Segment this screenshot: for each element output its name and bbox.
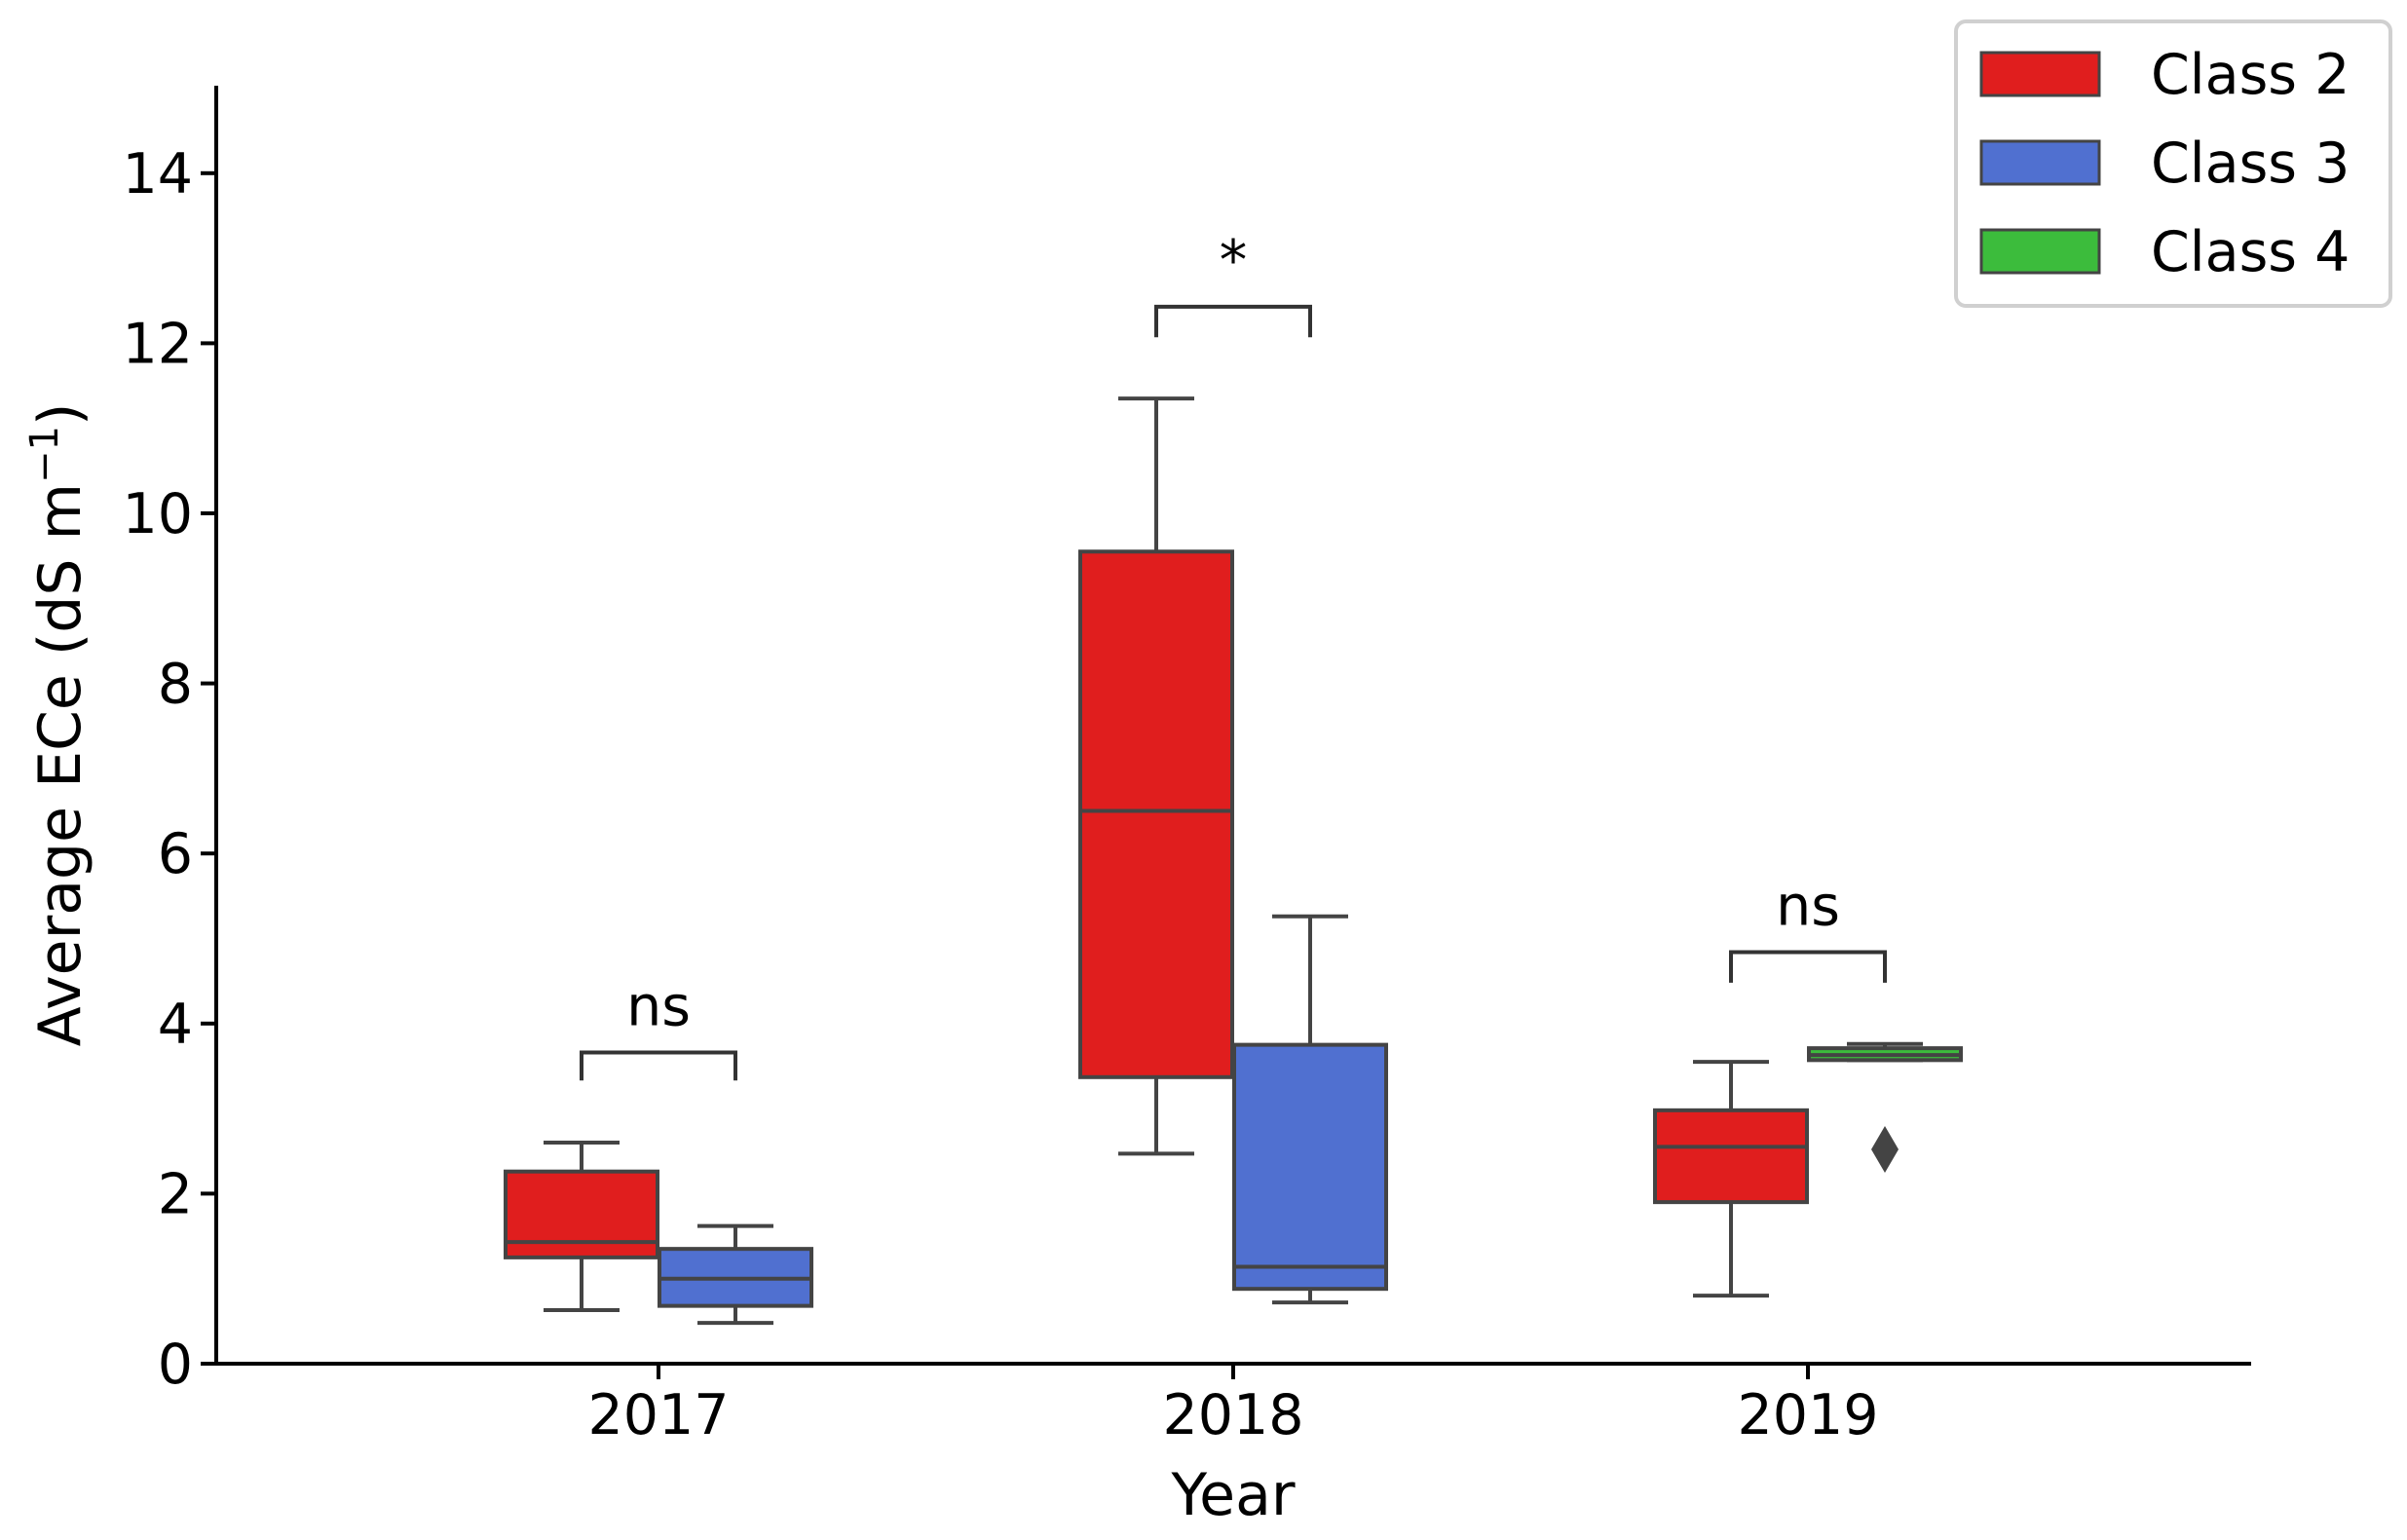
significance-bracket: [1154, 304, 1312, 338]
x-axis-ticks: 2017 2018 2019: [587, 1364, 1879, 1447]
legend-swatch: [1979, 139, 2101, 186]
x-tick-label: 2018: [1162, 1383, 1303, 1447]
significance-annotation: ns: [1729, 874, 1887, 983]
y-tick-label: 4: [158, 993, 193, 1057]
significance-annotation: *: [1154, 229, 1312, 338]
box-body: [504, 1169, 659, 1259]
outlier-marker: [1871, 1126, 1899, 1174]
legend-label: Class 2: [2151, 43, 2350, 107]
significance-label: ns: [1776, 874, 1840, 938]
legend-item: Class 2: [1979, 43, 2350, 107]
y-axis-ticks: 0 2 4 6 8 10 12 14: [122, 142, 216, 1397]
x-tick-label: 2019: [1737, 1383, 1878, 1447]
legend-item: Class 3: [1979, 131, 2350, 196]
y-axis-title-close: ): [26, 403, 94, 426]
y-tick-label: 8: [158, 653, 193, 717]
legend-item: Class 4: [1979, 220, 2350, 284]
y-tick-label: 12: [122, 312, 193, 376]
legend: Class 2 Class 3 Class 4: [1954, 19, 2392, 308]
box-class-3-2017: [658, 1223, 813, 1326]
significance-annotation: ns: [580, 974, 737, 1081]
x-axis-title: Year: [1170, 1461, 1295, 1529]
box-class-3-2018: [1232, 914, 1388, 1305]
y-tick-label: 14: [122, 142, 193, 207]
box-body: [1078, 549, 1234, 1079]
legend-swatch: [1979, 51, 2101, 97]
significance-bracket: [580, 1050, 737, 1081]
box-class-2-2017: [504, 1141, 659, 1313]
y-tick-label: 10: [122, 482, 193, 546]
x-tick-label: 2017: [587, 1383, 729, 1447]
significance-label: *: [1220, 229, 1248, 293]
legend-label: Class 3: [2151, 131, 2350, 196]
box-class-2-2018: [1078, 396, 1234, 1156]
y-axis-title: Average ECe (dS m−1): [22, 403, 94, 1047]
plot-area: ns * ns: [504, 229, 1963, 1326]
legend-label: Class 4: [2151, 220, 2350, 284]
box-class-2-2019: [1653, 1060, 1809, 1298]
significance-label: ns: [626, 974, 691, 1038]
box-body: [1653, 1108, 1809, 1205]
y-axis-title-superscript: −1: [22, 426, 67, 483]
y-tick-label: 6: [158, 822, 193, 886]
box-body: [1232, 1042, 1388, 1292]
y-axis-title-main: Average ECe (dS m: [26, 483, 94, 1046]
y-tick-label: 2: [158, 1162, 193, 1226]
box-class-4-2019: [1807, 1041, 1963, 1174]
y-tick-label: 0: [158, 1333, 193, 1397]
significance-bracket: [1729, 950, 1887, 983]
legend-swatch: [1979, 228, 2101, 275]
